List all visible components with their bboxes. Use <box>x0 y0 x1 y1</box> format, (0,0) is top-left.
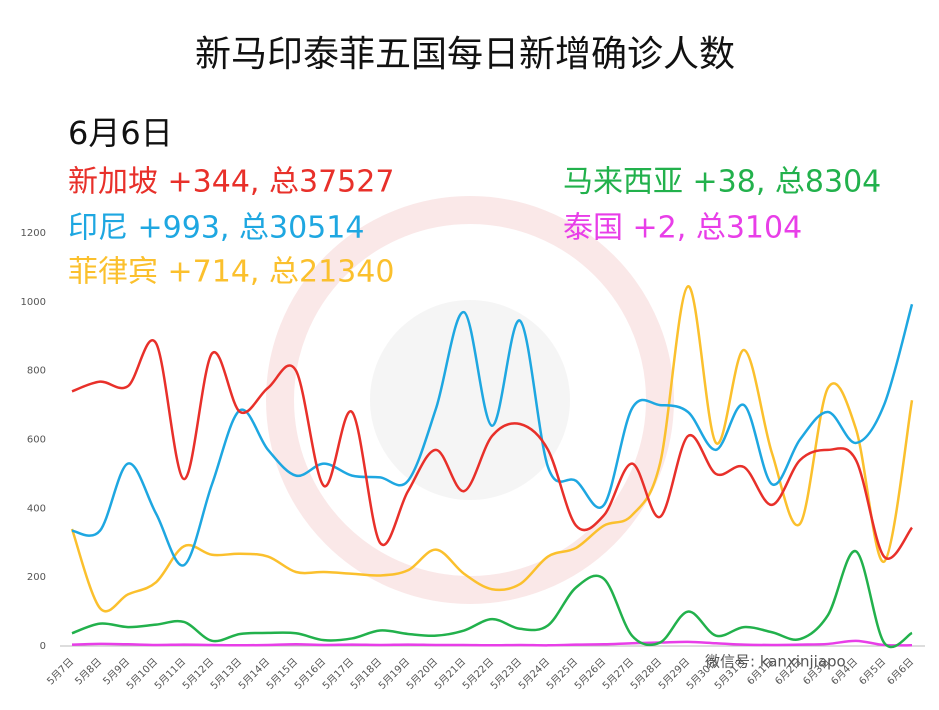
chart-subtitle: 6月6日 <box>68 114 173 152</box>
series-line <box>71 639 913 647</box>
annotation: 印尼 +993, 总30514 <box>68 211 364 246</box>
watermark: 微信号: kanxinjiapo <box>705 653 846 671</box>
watermark-logo-center <box>370 300 570 500</box>
series-line <box>71 303 914 567</box>
chart-title: 新马印泰菲五国每日新增确诊人数 <box>195 34 735 75</box>
annotation: 新加坡 +344, 总37527 <box>68 165 394 200</box>
y-tick-label: 1000 <box>21 297 46 308</box>
annotation: 泰国 +2, 总3104 <box>563 211 802 246</box>
annotation: 马来西亚 +38, 总8304 <box>563 165 881 200</box>
y-tick-label: 600 <box>27 435 46 446</box>
y-tick-label: 1200 <box>21 228 46 239</box>
series-line <box>70 285 914 613</box>
watermark-logo <box>266 196 674 604</box>
y-tick-label: 800 <box>27 366 46 377</box>
annotation: 菲律宾 +714, 总21340 <box>68 255 394 290</box>
y-tick-label: 200 <box>27 572 46 583</box>
y-tick-label: 0 <box>40 641 46 652</box>
y-tick-label: 400 <box>27 503 46 514</box>
series-line <box>71 339 914 560</box>
series-line <box>71 550 913 649</box>
